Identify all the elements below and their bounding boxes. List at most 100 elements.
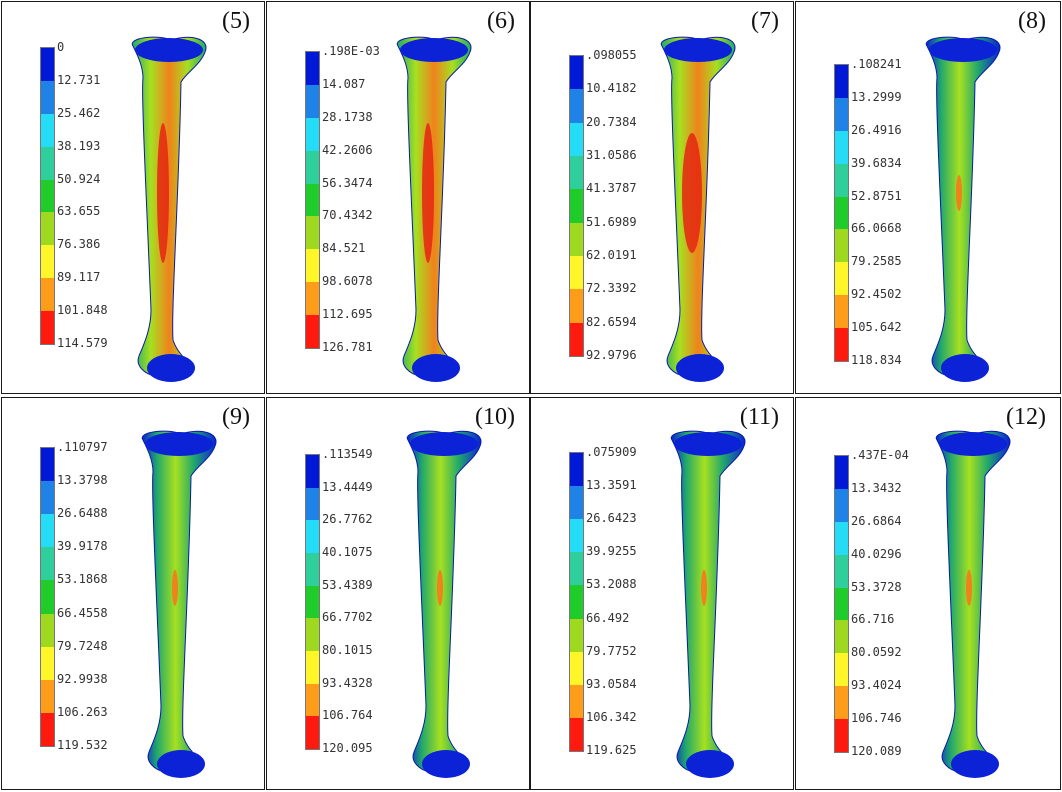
stress-hotspot [966, 569, 972, 606]
color-scale-segment [306, 183, 319, 217]
scale-tick-label: 26.6423 [586, 511, 637, 526]
scale-tick-label: 84.521 [322, 241, 366, 256]
bone-plateau [664, 38, 732, 62]
bone-shaft [670, 430, 746, 777]
scale-tick-label: 82.6594 [586, 314, 637, 329]
color-scale-segment [835, 686, 848, 719]
stress-panel: (6) .198E-03 14.087 28.1738 42.2606 56.3474 70… [266, 1, 530, 394]
panel-label: (10) [475, 404, 515, 430]
color-scale-segment [41, 48, 54, 81]
scale-tick-label: 70.4342 [322, 208, 373, 223]
color-scale-segment [41, 613, 54, 647]
stress-panel: (12) .437E-04 13.3432 26.6864 40.0296 53.3728… [795, 397, 1061, 790]
color-scale-segment [570, 255, 583, 290]
stress-panel: (11) .075909 13.3591 26.6423 39.9255 53.2088 6… [530, 397, 794, 790]
scale-tick-label: 80.1015 [322, 643, 373, 657]
tibia-stress-contour [396, 36, 472, 382]
color-scale-segment [41, 481, 54, 515]
color-scale-segment [41, 580, 54, 614]
bone-plateau [400, 38, 468, 62]
color-scale-segment [306, 585, 319, 619]
color-scale-segment [835, 488, 848, 522]
stress-hotspot [437, 569, 443, 606]
scale-tick-label: 114.579 [57, 336, 108, 350]
scale-tick-label: 120.089 [851, 744, 902, 758]
color-scale-bar [834, 455, 849, 753]
color-scale-segment [306, 249, 319, 283]
bone-plateau [410, 432, 478, 456]
color-scale-legend: .110797 13.3798 26.6488 39.9178 53.1868 66.45… [40, 441, 120, 751]
tibia-stress-contour [141, 430, 217, 778]
color-scale-segment [570, 322, 583, 356]
color-scale-segment [570, 189, 583, 223]
color-scale-segment [570, 56, 583, 90]
bone-plateau [674, 432, 742, 456]
color-scale-segment [41, 113, 54, 147]
color-scale-segment [835, 554, 848, 588]
color-scale-segment [41, 679, 54, 713]
scale-tick-label: 13.2999 [851, 89, 902, 104]
color-scale-segment [570, 222, 583, 256]
color-scale-segment [306, 552, 319, 586]
bone-distal-end [422, 750, 470, 778]
scale-tick-label: 26.6864 [851, 513, 902, 528]
scale-tick-label: 13.3591 [586, 478, 637, 493]
stress-hotspot [956, 175, 962, 211]
scale-tick-label: 106.342 [586, 709, 637, 724]
scale-tick-label: 101.848 [57, 303, 108, 318]
scale-tick-label: 28.1738 [322, 109, 373, 124]
color-scale-legend: .098055 10.4182 20.7384 31.0586 41.3787 51.69… [569, 49, 649, 361]
scale-tick-label: 26.4916 [851, 122, 902, 137]
bone-shaft [406, 430, 482, 777]
bone-shaft [925, 36, 1001, 381]
scale-tick-label: 56.3474 [322, 175, 373, 190]
color-scale-segment [306, 455, 319, 488]
color-scale-bar [834, 64, 849, 362]
color-scale-segment [570, 453, 583, 487]
tibia-stress-contour [935, 430, 1011, 778]
stress-panel: (8) .108241 13.2999 26.4916 39.6834 52.8751 66… [795, 1, 1061, 394]
bone-shaft [935, 430, 1011, 777]
color-scale-segment [835, 719, 848, 752]
color-scale-segment [41, 212, 54, 246]
scale-tick-label: 26.6488 [57, 506, 108, 521]
bone-distal-end [676, 354, 724, 382]
bone-distal-end [412, 354, 460, 382]
scale-tick-label: 119.532 [57, 738, 108, 752]
color-scale-segment [306, 117, 319, 151]
color-scale-segment [570, 289, 583, 323]
scale-tick-label: 93.4328 [322, 675, 373, 690]
bone-plateau [135, 38, 203, 62]
scale-tick-label: 25.462 [57, 105, 101, 120]
scale-tick-label: 89.117 [57, 270, 101, 285]
scale-tick-label: .113549 [322, 447, 373, 461]
stress-hotspot [172, 569, 178, 606]
color-scale-segment [41, 278, 54, 311]
color-scale-segment [41, 245, 54, 279]
scale-tick-label: 38.193 [57, 138, 101, 153]
tibia-stress-contour [670, 430, 746, 778]
scale-tick-label: 63.655 [57, 204, 101, 219]
scale-tick-label: 112.695 [322, 307, 373, 322]
color-scale-legend: .437E-04 13.3432 26.6864 40.0296 53.3728 66.7… [834, 449, 914, 757]
scale-tick-label: 79.7752 [586, 643, 637, 658]
color-scale-segment [835, 620, 848, 654]
color-scale-segment [306, 618, 319, 651]
color-scale-segment [570, 519, 583, 553]
stress-hotspot [157, 123, 169, 263]
color-scale-segment [835, 587, 848, 621]
color-scale-legend: .108241 13.2999 26.4916 39.6834 52.8751 66.06… [834, 58, 914, 366]
stress-hotspot [422, 123, 434, 263]
scale-tick-label: 80.0592 [851, 645, 902, 660]
stress-panel: (5) 0 12.731 25.462 38.193 50.924 63.655 76.386… [1, 1, 265, 394]
scale-tick-label: 93.4024 [851, 678, 902, 693]
bone-shaft [141, 430, 217, 777]
color-scale-segment [570, 684, 583, 718]
color-scale-segment [306, 216, 319, 250]
scale-tick-label: 72.3392 [586, 281, 637, 296]
scale-tick-label: 40.0296 [851, 546, 902, 561]
scale-tick-label: 20.7384 [586, 114, 637, 129]
scale-tick-label: 26.7762 [322, 512, 373, 527]
scale-tick-label: 41.3787 [586, 181, 637, 196]
